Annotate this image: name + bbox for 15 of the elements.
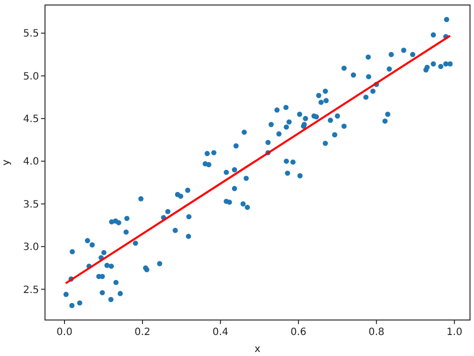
x-axis-title: x xyxy=(254,344,261,355)
x-tick-label: 0.6 xyxy=(290,327,306,338)
y-tick-label: 3.5 xyxy=(23,199,39,210)
y-tick-label: 5.0 xyxy=(23,71,39,82)
x-tick-label: 1.0 xyxy=(446,327,462,338)
y-tick-label: 4.0 xyxy=(23,156,39,168)
x-tick-label: 0.8 xyxy=(368,327,384,338)
y-tick-label: 2.5 xyxy=(23,284,39,296)
y-tick-label: 5.5 xyxy=(23,28,39,40)
y-tick-label: 3.0 xyxy=(23,242,39,254)
x-tick-label: 0.2 xyxy=(134,327,150,338)
x-tick-label: 0.0 xyxy=(56,327,72,338)
y-axis-title: y xyxy=(1,159,12,166)
x-tick-label: 0.4 xyxy=(212,327,228,338)
y-tick-label: 4.5 xyxy=(23,114,39,126)
